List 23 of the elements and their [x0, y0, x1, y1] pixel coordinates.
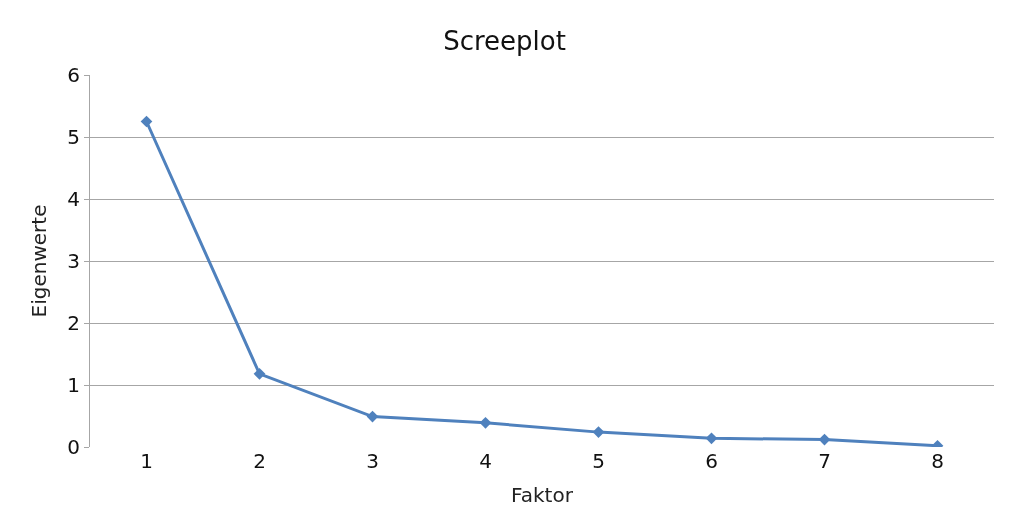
- point: [366, 410, 379, 423]
- y-tick-label: 1: [67, 373, 80, 397]
- x-tick-label: 6: [705, 449, 718, 473]
- point: [253, 367, 266, 380]
- point: [705, 432, 718, 445]
- x-tick-label: 3: [366, 449, 379, 473]
- y-tick-label: 6: [67, 63, 80, 87]
- x-tick-label: 5: [592, 449, 605, 473]
- y-tick-label: 0: [67, 435, 80, 459]
- x-tick-label: 1: [140, 449, 153, 473]
- y-axis-title: Eigenwerte: [26, 204, 51, 318]
- y-tick-label: 5: [67, 125, 80, 149]
- x-tick-label: 7: [818, 449, 831, 473]
- y-tick-label: 4: [67, 187, 80, 211]
- x-tick-label: 8: [931, 449, 944, 473]
- x-axis-title: Faktor: [511, 482, 574, 507]
- x-tick-label: 2: [253, 449, 266, 473]
- y-tick-label: 2: [67, 311, 80, 335]
- x-tick-label: 4: [479, 449, 492, 473]
- point: [592, 426, 605, 438]
- y-tick-label: 3: [67, 249, 80, 273]
- point: [140, 115, 153, 128]
- chart-title: Screeplot: [443, 25, 566, 56]
